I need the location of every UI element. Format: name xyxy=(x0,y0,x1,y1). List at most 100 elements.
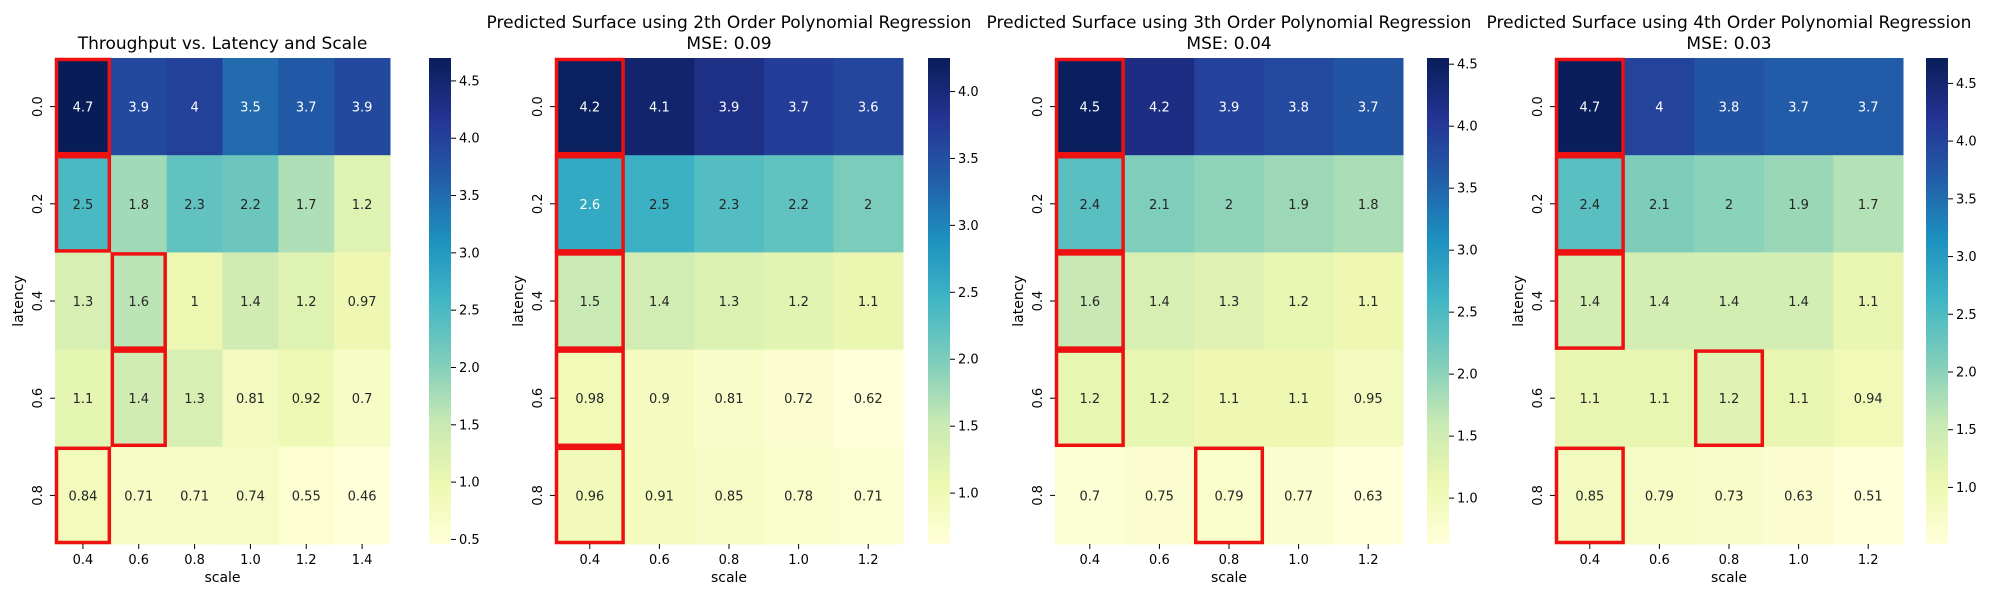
chart-title: Predicted Surface using 4th Order Polyno… xyxy=(1487,13,1972,33)
colorbar-tick-label: 3.0 xyxy=(1956,250,1977,265)
heatmap-cell xyxy=(1555,446,1626,545)
heatmap-cell xyxy=(334,58,391,156)
cell-value-label: 1.2 xyxy=(296,295,317,310)
colorbar-tick-label: 2.5 xyxy=(958,286,979,301)
y-tick-label: 0.0 xyxy=(531,96,546,117)
colorbar-tick-label: 4.0 xyxy=(1457,120,1478,135)
heatmap-cell xyxy=(555,58,626,156)
heatmap-cell xyxy=(1194,349,1265,448)
colorbar-tick-label: 2.5 xyxy=(459,304,480,319)
chart-title: Predicted Surface using 2th Order Polyno… xyxy=(487,13,972,33)
heatmap-cell xyxy=(278,58,335,156)
cell-value-label: 1.3 xyxy=(184,392,205,407)
colorbar-tick-label: 1.5 xyxy=(1457,430,1478,445)
heatmap-cell xyxy=(166,349,223,448)
colorbar-tick-label: 3.5 xyxy=(1956,192,1977,207)
heatmap-cell xyxy=(1763,446,1834,545)
y-tick-label: 0.4 xyxy=(531,291,546,312)
heatmap-panel-4: Predicted Surface using 4th Order Polyno… xyxy=(1487,13,1977,586)
cell-value-label: 0.63 xyxy=(1354,489,1383,504)
cell-value-label: 0.71 xyxy=(124,489,153,504)
cell-value-label: 0.74 xyxy=(236,489,265,504)
colorbar-tick-label: 4.5 xyxy=(1457,58,1478,73)
heatmap-cell xyxy=(1055,446,1126,545)
heatmap-cell xyxy=(1694,252,1765,351)
cell-value-label: 1.2 xyxy=(1079,392,1100,407)
heatmap-cell xyxy=(55,252,112,351)
cell-value-label: 1.7 xyxy=(1858,198,1879,213)
heatmap-cell xyxy=(1263,252,1334,351)
heatmap-cell xyxy=(1055,155,1126,253)
cell-value-label: 2 xyxy=(864,198,872,213)
heatmap-cell xyxy=(334,349,391,448)
cell-value-label: 0.71 xyxy=(854,489,883,504)
y-tick-label: 0.2 xyxy=(1531,193,1546,214)
heatmap-cell xyxy=(763,252,834,351)
chart-title: Predicted Surface using 3th Order Polyno… xyxy=(987,13,1472,33)
x-axis-label: scale xyxy=(204,570,240,586)
cell-value-label: 3.5 xyxy=(240,101,261,116)
x-tick-label: 0.4 xyxy=(1079,553,1100,568)
y-axis-label: latency xyxy=(1511,275,1527,326)
cell-value-label: 3.6 xyxy=(858,101,879,116)
heatmap-cell xyxy=(694,155,765,253)
cell-value-label: 1.4 xyxy=(1579,295,1600,310)
cell-value-label: 1.2 xyxy=(1719,392,1740,407)
highlight-box xyxy=(54,446,112,545)
cell-value-label: 1.1 xyxy=(73,392,94,407)
y-tick-label: 0.2 xyxy=(1031,193,1046,214)
heatmap-cell xyxy=(55,155,112,253)
heatmap-cell xyxy=(222,155,279,253)
cell-value-label: 2 xyxy=(1225,198,1233,213)
cell-value-label: 0.81 xyxy=(236,392,265,407)
x-tick-label: 0.8 xyxy=(1719,553,1740,568)
cell-value-label: 4 xyxy=(190,101,198,116)
x-tick-label: 0.6 xyxy=(649,553,670,568)
x-tick-label: 1.0 xyxy=(1288,553,1309,568)
cell-value-label: 0.95 xyxy=(1354,392,1383,407)
heatmap-cell xyxy=(1124,155,1195,253)
highlight-box xyxy=(1054,154,1125,253)
colorbar-tick-label: 3.0 xyxy=(1457,244,1478,259)
cell-value-label: 1.1 xyxy=(1788,392,1809,407)
heatmap-cell xyxy=(624,252,695,351)
cell-value-label: 1.4 xyxy=(1788,295,1809,310)
heatmap-cell xyxy=(1763,252,1834,351)
heatmap-cell xyxy=(1555,252,1626,351)
cell-value-label: 3.7 xyxy=(788,101,809,116)
highlight-box xyxy=(1193,446,1265,545)
heatmap-cell xyxy=(694,58,765,156)
chart-subtitle: MSE: 0.03 xyxy=(1686,34,1771,54)
x-tick-label: 1.2 xyxy=(296,553,317,568)
cell-value-label: 0.98 xyxy=(575,392,604,407)
heatmap-cell xyxy=(222,446,279,545)
cell-value-label: 1.1 xyxy=(1858,295,1879,310)
cell-value-label: 1.1 xyxy=(1288,392,1309,407)
heatmap-cell xyxy=(1624,349,1695,448)
colorbar-tick-label: 1.0 xyxy=(1956,481,1977,496)
highlight-box xyxy=(1554,57,1625,156)
colorbar-tick-label: 4.0 xyxy=(1956,135,1977,150)
highlight-box xyxy=(54,57,112,156)
heatmap-cell xyxy=(624,155,695,253)
x-tick-label: 0.6 xyxy=(1149,553,1170,568)
cell-value-label: 1.2 xyxy=(352,198,373,213)
heatmap-cell xyxy=(1194,58,1265,156)
heatmap-cell xyxy=(1263,155,1334,253)
colorbar-tick-label: 3.0 xyxy=(958,219,979,234)
cell-value-label: 1.5 xyxy=(579,295,600,310)
heatmap-cell xyxy=(555,155,626,253)
cell-value-label: 2.3 xyxy=(719,198,740,213)
cell-value-label: 0.7 xyxy=(1079,489,1100,504)
heatmap-cell xyxy=(555,252,626,351)
x-tick-label: 1.0 xyxy=(240,553,261,568)
y-tick-label: 0.6 xyxy=(1531,388,1546,409)
heatmap-cell xyxy=(278,155,335,253)
cell-value-label: 0.55 xyxy=(292,489,321,504)
heatmap-cell xyxy=(833,349,904,448)
heatmap-cell xyxy=(278,349,335,448)
cell-value-label: 0.9 xyxy=(649,392,670,407)
heatmap-cell xyxy=(334,155,391,253)
cell-value-label: 3.9 xyxy=(719,101,740,116)
heatmap-cell xyxy=(1194,446,1265,545)
